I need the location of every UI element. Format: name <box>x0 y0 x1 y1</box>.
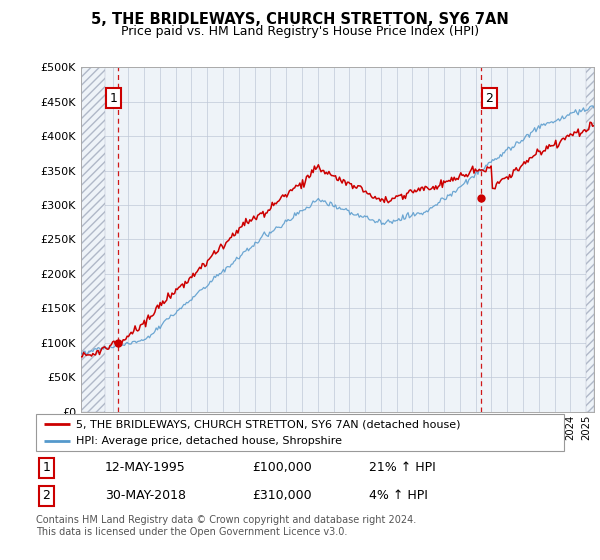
Text: 1: 1 <box>43 461 50 474</box>
Text: Price paid vs. HM Land Registry's House Price Index (HPI): Price paid vs. HM Land Registry's House … <box>121 25 479 38</box>
Text: 4% ↑ HPI: 4% ↑ HPI <box>368 489 428 502</box>
Text: 2: 2 <box>485 92 493 105</box>
Text: HPI: Average price, detached house, Shropshire: HPI: Average price, detached house, Shro… <box>76 436 341 446</box>
Text: 1: 1 <box>110 92 118 105</box>
Text: 12-MAY-1995: 12-MAY-1995 <box>104 461 185 474</box>
Text: 5, THE BRIDLEWAYS, CHURCH STRETTON, SY6 7AN (detached house): 5, THE BRIDLEWAYS, CHURCH STRETTON, SY6 … <box>76 419 460 429</box>
Text: £100,000: £100,000 <box>253 461 312 474</box>
Text: 5, THE BRIDLEWAYS, CHURCH STRETTON, SY6 7AN: 5, THE BRIDLEWAYS, CHURCH STRETTON, SY6 … <box>91 12 509 27</box>
Text: £310,000: £310,000 <box>253 489 312 502</box>
FancyBboxPatch shape <box>36 414 564 451</box>
Text: 30-MAY-2018: 30-MAY-2018 <box>104 489 185 502</box>
Text: Contains HM Land Registry data © Crown copyright and database right 2024.
This d: Contains HM Land Registry data © Crown c… <box>36 515 416 537</box>
Text: 2: 2 <box>43 489 50 502</box>
Text: 21% ↑ HPI: 21% ↑ HPI <box>368 461 436 474</box>
